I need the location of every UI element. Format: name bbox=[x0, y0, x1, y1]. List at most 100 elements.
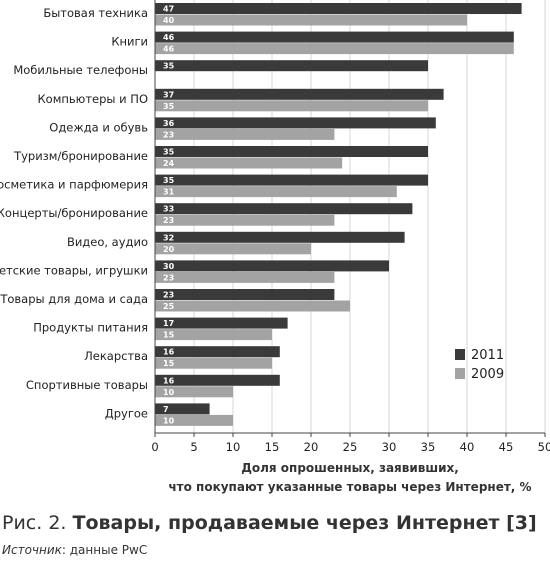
category-label: Туризм/бронирование bbox=[13, 149, 148, 163]
bar-2009 bbox=[155, 128, 335, 140]
value-label-2009: 10 bbox=[163, 388, 175, 397]
value-label-2011: 33 bbox=[163, 205, 174, 214]
category-label: Компьютеры и ПО bbox=[38, 92, 149, 106]
value-label-2009: 24 bbox=[163, 159, 175, 168]
value-label-2009: 46 bbox=[163, 45, 175, 54]
bar-2009 bbox=[155, 414, 233, 426]
value-label-2009: 15 bbox=[163, 359, 175, 368]
bar-2011 bbox=[155, 374, 280, 386]
caption-title: Товары, продаваемые через Интернет [3] bbox=[72, 512, 537, 534]
category-label: Лекарства bbox=[84, 349, 148, 363]
legend-swatch-2009 bbox=[455, 368, 465, 379]
bars: 47 40 46 46 35 37 35 36 23 35 24 35 31 33 23 32 20 30 23 23… bbox=[155, 3, 522, 426]
value-label-2011: 30 bbox=[163, 262, 175, 271]
x-tick-label: 40 bbox=[460, 440, 475, 454]
bar-2011 bbox=[155, 174, 428, 186]
bar-2011 bbox=[155, 146, 428, 157]
value-label-2011: 35 bbox=[163, 176, 175, 185]
value-label-2011: 46 bbox=[163, 33, 175, 42]
bar-2009 bbox=[155, 14, 467, 26]
bar-2009 bbox=[155, 100, 428, 112]
bar-2011 bbox=[155, 88, 444, 100]
source-text: : данные PwC bbox=[61, 543, 148, 557]
bar-2011 bbox=[155, 260, 389, 272]
value-label-2009: 25 bbox=[163, 302, 175, 311]
bar-2011 bbox=[155, 60, 428, 72]
x-axis-label-line-2: что покупают указанные товары через Инте… bbox=[168, 480, 531, 494]
bar-2009 bbox=[155, 357, 272, 369]
value-label-2009: 23 bbox=[163, 216, 174, 225]
value-label-2011: 7 bbox=[163, 405, 169, 414]
grid bbox=[193, 0, 546, 433]
category-label: Детские товары, игрушки bbox=[0, 263, 148, 277]
bar-2009 bbox=[155, 157, 343, 169]
value-label-2009: 31 bbox=[163, 188, 175, 197]
category-label: Другое bbox=[105, 406, 148, 420]
value-label-2011: 47 bbox=[163, 5, 174, 14]
bar-2011 bbox=[155, 289, 335, 300]
bar-2009 bbox=[155, 271, 335, 283]
x-axis-label-line-1: Доля опрошенных, заявивших, bbox=[241, 461, 459, 475]
legend-label-2011: 2011 bbox=[471, 348, 504, 363]
bar-2009 bbox=[155, 300, 350, 312]
category-labels: Бытовая техника Книги Мобильные телефоны Ко… bbox=[0, 6, 148, 420]
value-label-2011: 36 bbox=[163, 119, 175, 128]
category-label: Одежда и обувь bbox=[49, 120, 148, 134]
value-label-2009: 10 bbox=[163, 416, 175, 425]
bar-2009 bbox=[155, 43, 514, 55]
x-tick-label: 50 bbox=[538, 440, 550, 454]
category-label: Товары для дома и сада bbox=[0, 292, 148, 306]
legend-swatch-2011 bbox=[455, 349, 465, 360]
x-tick-label: 10 bbox=[226, 440, 241, 454]
value-label-2011: 17 bbox=[163, 319, 174, 328]
value-label-2011: 23 bbox=[163, 291, 174, 300]
bar-2011 bbox=[155, 3, 522, 14]
value-label-2009: 35 bbox=[163, 102, 175, 111]
bar-2009 bbox=[155, 214, 335, 226]
x-tick-label: 15 bbox=[265, 440, 280, 454]
bar-2011 bbox=[155, 317, 288, 329]
source-note: Источник: данные PwC bbox=[2, 543, 147, 557]
bar-2011 bbox=[155, 346, 280, 358]
x-tick-label: 25 bbox=[343, 440, 358, 454]
value-label-2009: 20 bbox=[163, 245, 175, 254]
caption-prefix: Рис. 2. bbox=[2, 512, 67, 534]
bar-2009 bbox=[155, 386, 233, 398]
category-label: Спортивные товары bbox=[26, 378, 148, 392]
x-axis: 0 5 10 15 20 25 30 35 40 45 50 bbox=[151, 0, 550, 454]
value-label-2009: 23 bbox=[163, 130, 174, 139]
x-tick-label: 35 bbox=[421, 440, 436, 454]
legend-label-2009: 2009 bbox=[471, 367, 504, 382]
value-label-2011: 35 bbox=[163, 62, 175, 71]
category-label: Мобильные телефоны bbox=[13, 63, 148, 77]
bar-chart: 47 40 46 46 35 37 35 36 23 35 24 35 31 33 23 32 20 30 23 23… bbox=[0, 0, 550, 494]
value-label-2009: 40 bbox=[163, 16, 175, 25]
bar-2009 bbox=[155, 186, 397, 198]
value-label-2011: 16 bbox=[163, 376, 175, 385]
x-tick-label: 0 bbox=[151, 440, 158, 454]
x-tick-label: 45 bbox=[499, 440, 514, 454]
source-label: Источник bbox=[2, 543, 62, 557]
value-label-2011: 16 bbox=[163, 348, 175, 357]
category-label: Концерты/бронирование bbox=[0, 206, 148, 220]
bar-2011 bbox=[155, 203, 413, 215]
value-label-2009: 23 bbox=[163, 273, 174, 282]
category-label: Книги bbox=[111, 35, 148, 49]
value-label-2009: 15 bbox=[163, 331, 175, 340]
bar-2011 bbox=[155, 31, 514, 43]
category-label: Продукты питания bbox=[33, 321, 148, 335]
x-tick-label: 20 bbox=[304, 440, 319, 454]
bar-2011 bbox=[155, 231, 405, 243]
bar-2011 bbox=[155, 117, 436, 129]
value-label-2011: 35 bbox=[163, 148, 175, 157]
bar-2009 bbox=[155, 243, 311, 255]
bar-2009 bbox=[155, 329, 272, 341]
x-tick-label: 5 bbox=[190, 440, 197, 454]
value-label-2011: 37 bbox=[163, 90, 174, 99]
legend: 2011 2009 bbox=[455, 348, 504, 382]
figure-caption: Рис. 2. Товары, продаваемые через Интерн… bbox=[2, 512, 537, 534]
x-tick-label: 30 bbox=[382, 440, 397, 454]
bar-2011 bbox=[155, 403, 210, 415]
value-label-2011: 32 bbox=[163, 233, 174, 242]
category-label: Видео, аудио bbox=[67, 235, 148, 249]
